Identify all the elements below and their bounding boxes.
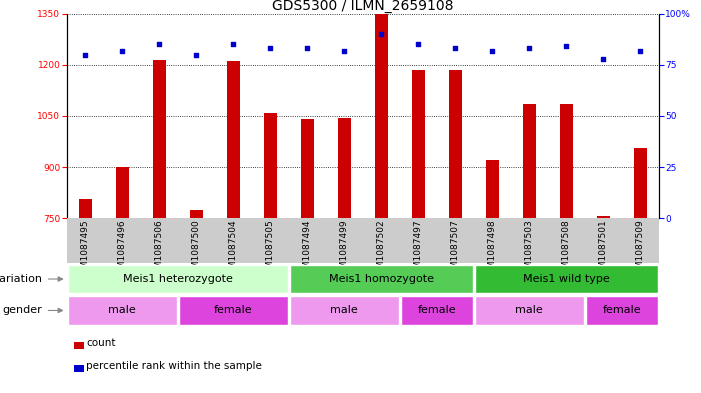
Bar — [179, 296, 287, 325]
Bar — [153, 60, 165, 218]
Bar — [116, 167, 128, 218]
Point — [561, 43, 572, 50]
Title: GDS5300 / ILMN_2659108: GDS5300 / ILMN_2659108 — [272, 0, 454, 13]
Text: male: male — [108, 305, 136, 316]
Bar — [586, 296, 658, 325]
Bar — [74, 342, 83, 349]
Text: GSM1087497: GSM1087497 — [414, 219, 423, 280]
Text: GSM1087498: GSM1087498 — [488, 219, 497, 280]
Text: female: female — [418, 305, 456, 316]
Bar — [74, 365, 83, 372]
Text: GSM1087500: GSM1087500 — [191, 219, 200, 280]
Bar — [411, 70, 425, 218]
Text: GSM1087502: GSM1087502 — [376, 219, 386, 280]
Text: GSM1087499: GSM1087499 — [340, 219, 349, 280]
Text: GSM1087505: GSM1087505 — [266, 219, 275, 280]
Text: GSM1087503: GSM1087503 — [525, 219, 534, 280]
Text: GSM1087509: GSM1087509 — [636, 219, 645, 280]
Text: female: female — [214, 305, 252, 316]
Bar — [486, 160, 499, 218]
Point — [635, 48, 646, 54]
Point — [339, 48, 350, 54]
Bar — [523, 104, 536, 218]
Text: female: female — [603, 305, 641, 316]
Text: GSM1087508: GSM1087508 — [562, 219, 571, 280]
Point — [191, 51, 202, 58]
Bar — [375, 14, 388, 218]
Bar — [68, 265, 287, 293]
Text: GSM1087495: GSM1087495 — [81, 219, 90, 280]
Bar — [338, 118, 350, 218]
Bar — [597, 217, 610, 218]
Text: GSM1087494: GSM1087494 — [303, 219, 312, 280]
Text: Meis1 homozygote: Meis1 homozygote — [329, 274, 434, 284]
Point — [486, 48, 498, 54]
Bar — [79, 199, 92, 218]
Point — [450, 45, 461, 51]
Bar — [475, 296, 584, 325]
Bar — [560, 104, 573, 218]
Text: GSM1087506: GSM1087506 — [155, 219, 163, 280]
Bar — [475, 265, 658, 293]
Bar — [401, 296, 472, 325]
Text: percentile rank within the sample: percentile rank within the sample — [86, 361, 262, 371]
Text: gender: gender — [2, 305, 42, 316]
Text: male: male — [515, 305, 543, 316]
Bar — [190, 209, 203, 218]
Text: count: count — [86, 338, 116, 348]
Text: Meis1 heterozygote: Meis1 heterozygote — [123, 274, 233, 284]
Text: GSM1087504: GSM1087504 — [229, 219, 238, 280]
Text: genotype/variation: genotype/variation — [0, 274, 42, 284]
Text: GSM1087507: GSM1087507 — [451, 219, 460, 280]
Point — [228, 41, 239, 48]
Bar — [68, 296, 177, 325]
Text: male: male — [330, 305, 358, 316]
Bar — [449, 70, 462, 218]
Point — [413, 41, 424, 48]
Bar — [290, 296, 399, 325]
Bar — [301, 119, 314, 218]
Point — [598, 55, 609, 62]
Point — [301, 45, 313, 51]
Bar — [264, 112, 277, 218]
Point — [116, 48, 128, 54]
Bar — [290, 265, 472, 293]
Point — [79, 51, 90, 58]
Text: GSM1087496: GSM1087496 — [118, 219, 127, 280]
Bar — [226, 61, 240, 218]
Text: Meis1 wild type: Meis1 wild type — [523, 274, 610, 284]
Point — [524, 45, 535, 51]
Point — [154, 41, 165, 48]
Bar — [67, 218, 659, 263]
Text: GSM1087501: GSM1087501 — [599, 219, 608, 280]
Point — [264, 45, 275, 51]
Point — [376, 31, 387, 37]
Bar — [634, 148, 647, 218]
